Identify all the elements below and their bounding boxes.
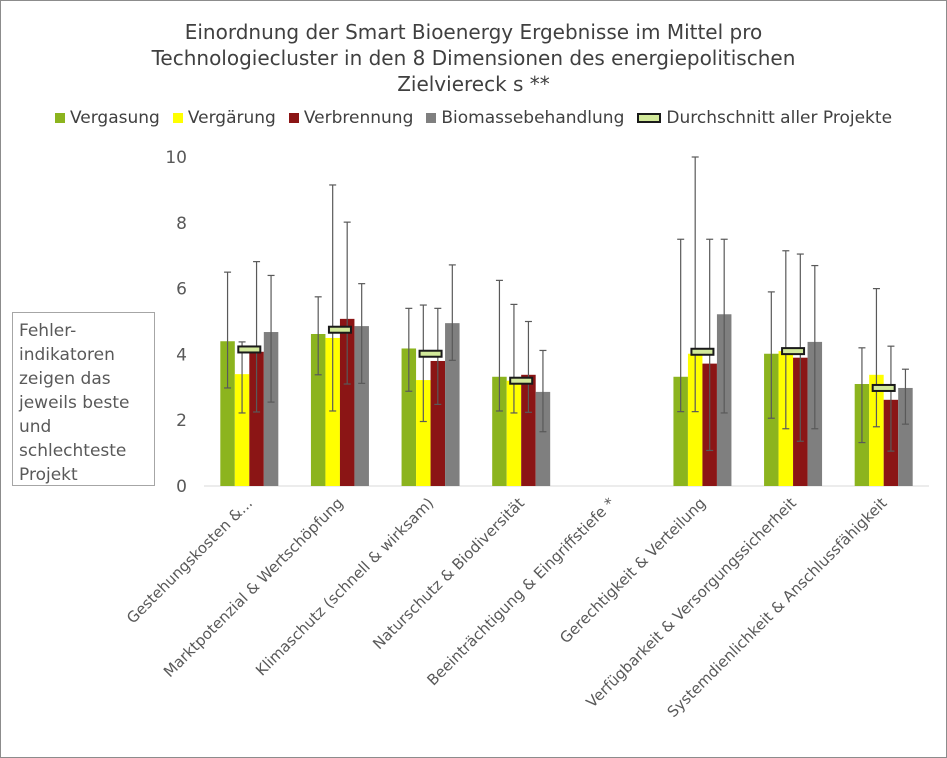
bar-biomassebehandlung xyxy=(445,323,460,486)
y-tick-label: 2 xyxy=(176,411,187,431)
x-tick-label: Gerechtigkeit & Verteilung xyxy=(556,494,709,647)
bar-verbrennung xyxy=(249,351,264,486)
average-marker xyxy=(690,347,715,356)
title-line: Technologiecluster in den 8 Dimensionen … xyxy=(151,46,796,70)
y-tick-label: 0 xyxy=(176,477,187,497)
legend-swatch xyxy=(426,113,437,123)
legend-label: Vergasung xyxy=(69,108,160,128)
y-tick-label: 4 xyxy=(176,345,187,365)
legend-item-verbrennung: Verbrennung xyxy=(288,108,414,128)
x-tick-label: Verfügbarkeit & Versorgungssicherheit xyxy=(583,494,800,711)
legend-item-durchschnitt: Durchschnitt aller Projekte xyxy=(637,108,892,128)
legend-swatch xyxy=(54,113,65,123)
bar-vergärung xyxy=(325,337,340,486)
legend-swatch xyxy=(288,113,299,123)
title-line: Zielviereck s ** xyxy=(397,72,550,96)
legend-label: Verbrennung xyxy=(303,108,414,128)
legend-label: Durchschnitt aller Projekte xyxy=(666,108,893,128)
x-tick-label: Klimaschutz (schnell & wirksam) xyxy=(252,494,437,679)
legend-item-vergaerung: Vergärung xyxy=(172,108,276,128)
note-line: Projekt xyxy=(19,465,78,485)
bar-vergärung xyxy=(687,353,703,486)
bar-vergasung xyxy=(764,353,779,486)
note-line: zeigen das xyxy=(19,369,111,389)
x-tick-label: Beeinträchtigung & Eingriffstiefe * xyxy=(424,494,619,689)
note-line: jeweils beste xyxy=(19,393,130,413)
y-tick-label: 6 xyxy=(176,280,187,300)
bar-vergasung xyxy=(220,341,235,486)
bar-vergärung xyxy=(869,374,884,486)
bar-vergärung xyxy=(234,374,250,486)
bar-vergasung xyxy=(673,376,688,486)
average-marker xyxy=(327,325,352,334)
y-tick-label: 8 xyxy=(176,214,187,234)
legend-label: Vergärung xyxy=(187,108,276,128)
legend-item-biomassebehandlung: Biomassebehandlung xyxy=(426,108,624,128)
bar-biomassebehandlung xyxy=(354,326,369,486)
legend-label: Biomassebehandlung xyxy=(441,108,625,128)
bar-biomassebehandlung xyxy=(898,387,913,486)
y-tick-label: 10 xyxy=(165,148,187,168)
bar-vergasung xyxy=(492,376,507,486)
legend-average-marker xyxy=(637,113,662,123)
bar-vergärung xyxy=(506,380,522,486)
bar-verbrennung xyxy=(430,360,446,486)
bar-biomassebehandlung xyxy=(263,332,279,486)
note-line: und xyxy=(19,417,52,437)
average-marker xyxy=(871,383,896,392)
average-marker xyxy=(418,349,443,358)
chart-legend: Vergasung Vergärung Verbrennung Biomasse… xyxy=(1,108,946,128)
x-tick-label: Naturschutz & Biodiversität xyxy=(369,494,528,653)
bar-vergasung xyxy=(310,334,326,486)
average-marker xyxy=(781,347,806,356)
note-line: schlechteste xyxy=(19,441,127,461)
note-line: Fehler- xyxy=(19,321,77,341)
average-marker xyxy=(237,345,262,354)
title-line: Einordnung der Smart Bioenergy Ergebniss… xyxy=(184,20,763,44)
bar-vergasung xyxy=(401,348,417,486)
note-line: indikatoren xyxy=(19,345,115,365)
x-tick-label: Marktpotenzial & Wertschöpfung xyxy=(160,494,347,681)
bar-biomassebehandlung xyxy=(535,391,551,486)
legend-item-vergasung: Vergasung xyxy=(54,108,160,128)
bar-verbrennung xyxy=(521,374,536,486)
error-bar-note: Fehler- indikatoren zeigen das jeweils b… xyxy=(12,312,155,486)
average-marker xyxy=(509,376,534,385)
legend-swatch xyxy=(172,113,183,123)
chart-title: Einordnung der Smart Bioenergy Ergebniss… xyxy=(1,19,946,97)
bar-vergärung xyxy=(416,380,431,486)
bar-verbrennung xyxy=(339,318,355,486)
